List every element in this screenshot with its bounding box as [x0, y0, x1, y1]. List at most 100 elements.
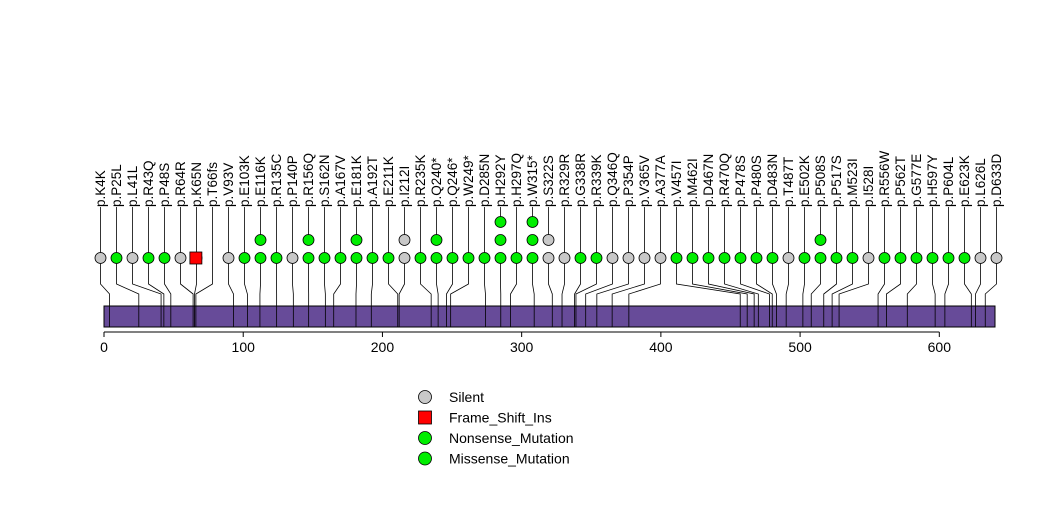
mutation-label: p.G338R	[573, 153, 588, 207]
mutation-label: p.D467N	[701, 154, 716, 207]
mutation-marker	[110, 252, 123, 264]
legend-swatch	[418, 431, 432, 445]
mutation-marker	[254, 234, 267, 246]
mutation-marker	[238, 252, 251, 264]
mutation-connector	[548, 258, 553, 327]
mutation-label: p.E181K	[349, 155, 364, 207]
x-tick-label: 0	[100, 339, 108, 355]
mutation-label: p.K4K	[93, 170, 108, 207]
mutation-label: p.E211K	[381, 156, 396, 207]
mutation-connector	[756, 258, 773, 327]
mutation-label: p.D285N	[477, 154, 492, 207]
mutation-marker	[542, 234, 555, 246]
mutation-marker	[398, 252, 411, 264]
mutation-label: p.H297Q	[509, 153, 524, 207]
mutation-marker	[670, 252, 683, 264]
mutation-connector	[324, 258, 326, 327]
mutation-marker	[414, 252, 427, 264]
mutation-marker	[894, 252, 907, 264]
mutation-label: p.P48S	[157, 163, 172, 207]
mutation-label: p.E623K	[957, 155, 972, 207]
mutation-connector	[964, 258, 972, 327]
mutation-label: p.P480S	[749, 155, 764, 207]
mutation-lollipop: p.P480S	[749, 155, 773, 327]
mutation-marker	[350, 234, 363, 246]
mutation-label: p.R556W	[877, 150, 892, 207]
mutation-lollipop: p.G338R	[573, 153, 588, 327]
mutation-marker	[526, 252, 539, 264]
mutation-connector	[180, 258, 194, 327]
mutation-marker	[558, 252, 571, 264]
mutation-connector	[802, 258, 805, 327]
mutation-connector	[906, 258, 917, 327]
mutation-lollipop: p.S322S	[541, 155, 556, 327]
mutation-marker	[606, 252, 619, 264]
mutation-lollipop: p.Q246*	[445, 157, 460, 327]
mutation-lollipop: p.T66fs	[189, 162, 220, 327]
mutation-label: p.M523I	[845, 158, 860, 207]
mutation-marker	[494, 234, 507, 246]
mutation-label: p.I212I	[397, 166, 412, 207]
mutation-marker	[430, 234, 443, 246]
mutation-connector	[420, 258, 432, 327]
mutation-connector	[596, 258, 629, 327]
mutation-marker	[958, 252, 971, 264]
mutation-lollipop: p.R64R	[173, 161, 194, 327]
mutation-lollipop: p.L41L	[125, 165, 162, 327]
mutation-label: p.Q346Q	[605, 152, 620, 207]
mutation-lollipop: p.H292Y	[493, 154, 508, 327]
mutation-connector	[532, 258, 535, 327]
mutation-lollipop: p.E181K	[349, 155, 364, 327]
mutation-label: p.P562T	[893, 156, 908, 207]
legend: Silent Frame_Shift_Ins Nonsense_Mutation Mi…	[418, 389, 574, 467]
mutation-label: p.K65N	[189, 162, 204, 207]
mutation-marker	[142, 252, 155, 264]
mutation-marker	[526, 234, 539, 246]
mutation-marker	[174, 252, 187, 264]
mutation-lollipop: p.R329R	[557, 153, 572, 327]
mutation-connector	[831, 258, 853, 327]
protein-bar	[103, 305, 996, 328]
mutation-label: p.R43Q	[141, 160, 156, 207]
mutation-lollipop: p.P48S	[157, 163, 172, 327]
mutation-connector	[877, 258, 885, 327]
mutation-lollipop: p.P478S	[733, 155, 770, 327]
mutation-marker	[702, 252, 715, 264]
mutation-lollipop: p.G577E	[906, 154, 924, 327]
mutation-marker	[622, 252, 635, 264]
mutation-connector	[984, 258, 997, 327]
mutation-lollipop: p.M462I	[685, 158, 748, 327]
mutation-connector	[692, 258, 748, 327]
legend-swatch	[418, 390, 432, 404]
mutation-marker	[158, 252, 171, 264]
mutation-lollipop: p.P140P	[285, 155, 300, 327]
mutation-marker	[462, 252, 475, 264]
x-tick-label: 200	[371, 339, 395, 355]
mutation-connector	[484, 258, 486, 327]
mutation-label: p.E116K	[253, 156, 268, 207]
mutation-connector	[628, 258, 661, 327]
legend-swatch	[418, 451, 432, 466]
mutation-label: p.V457I	[669, 160, 684, 207]
mutation-label: p.Q240*	[429, 157, 444, 207]
mutation-lollipop: p.E211K	[381, 156, 399, 327]
mutation-marker	[750, 252, 763, 264]
mutation-connector	[333, 258, 341, 327]
mutation-marker	[910, 252, 923, 264]
mutation-marker	[430, 252, 443, 264]
mutation-marker	[334, 252, 347, 264]
x-tick-label: 500	[788, 339, 812, 355]
mutation-connector	[388, 258, 399, 327]
mutation-lollipop: p.I528I	[838, 166, 876, 327]
mutation-lollipop: p.P25L	[109, 164, 140, 327]
mutation-marker	[478, 252, 491, 264]
mutation-lollipop: p.P508S	[810, 155, 828, 327]
mutation-lollipop: p.E116K	[253, 156, 268, 327]
mutation-marker	[718, 252, 731, 264]
mutation-marker	[574, 252, 587, 264]
mutation-marker	[638, 252, 651, 264]
mutation-marker	[270, 252, 283, 264]
mutation-connector	[886, 258, 901, 327]
mutation-connector	[164, 258, 172, 327]
legend-item: Frame_Shift_Ins	[418, 410, 552, 426]
